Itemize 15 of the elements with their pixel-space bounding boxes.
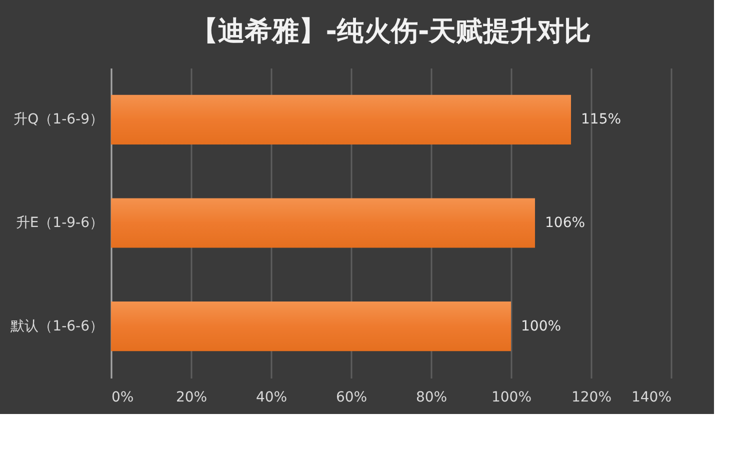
x-tick-label: 40% bbox=[256, 390, 288, 406]
y-tick-label: 默认（1-6-6） bbox=[10, 318, 104, 334]
x-tick-label: 20% bbox=[176, 390, 208, 406]
data-label: 106% bbox=[545, 215, 586, 231]
data-label: 100% bbox=[521, 318, 562, 334]
x-tick-label: 80% bbox=[416, 390, 448, 406]
x-tick-label: 60% bbox=[336, 390, 368, 406]
data-label: 115% bbox=[581, 112, 622, 128]
x-tick-label: 140% bbox=[631, 390, 672, 406]
y-tick-label: 升Q（1-6-9） bbox=[14, 112, 104, 128]
x-tick-label: 0% bbox=[112, 390, 134, 406]
x-tick-label: 100% bbox=[491, 390, 532, 406]
y-tick-label: 升E（1-9-6） bbox=[16, 215, 104, 231]
chart-title: 【迪希雅】-纯火伤-天赋提升对比 bbox=[190, 16, 592, 47]
x-tick-label: 120% bbox=[571, 390, 612, 406]
